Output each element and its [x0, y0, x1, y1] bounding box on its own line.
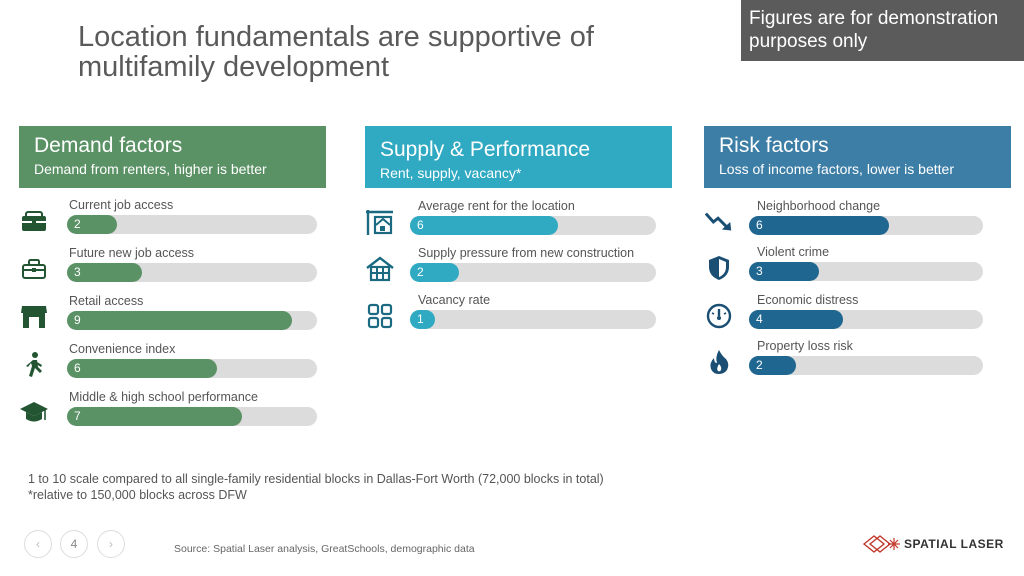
house-for-rent-icon: [365, 209, 395, 235]
risk-factor-row: Neighborhood change 6: [704, 199, 1011, 239]
risk-factor-label: Neighborhood change: [757, 199, 881, 213]
supply-score-bar: 2: [410, 263, 460, 282]
supply-panel-heading: Supply & Performance: [380, 138, 591, 161]
demand-score-bar: 7: [67, 407, 242, 426]
risk-factor-label: Property loss risk: [757, 339, 853, 353]
demand-panel-header: Demand factors Demand from renters, high…: [19, 126, 326, 188]
briefcase-icon: [19, 208, 49, 234]
demand-panel-heading: Demand factors: [34, 134, 183, 157]
gauge-icon: [704, 303, 734, 329]
graduation-cap-icon: [19, 400, 49, 426]
scale-footnote-line2: *relative to 150,000 blocks across DFW: [28, 488, 247, 502]
supply-factor-label: Vacancy rate: [418, 293, 491, 307]
risk-factor-row: Property loss risk 2: [704, 339, 1011, 379]
demand-factor-row: Future new job access 3: [19, 246, 326, 286]
risk-score-value: 6: [756, 218, 763, 232]
risk-score-track: 6: [749, 216, 983, 235]
briefcase-outline-icon: [19, 256, 49, 282]
risk-score-track: 2: [749, 356, 983, 375]
demand-score-value: 3: [74, 265, 81, 279]
demand-factor-row: Current job access 2: [19, 198, 326, 238]
demand-factors-panel: Demand factors Demand from renters, high…: [19, 126, 326, 426]
prev-page-button[interactable]: ‹: [24, 530, 52, 558]
supply-performance-panel: Supply & Performance Rent, supply, vacan…: [365, 126, 672, 329]
risk-score-bar: 3: [749, 262, 820, 281]
demand-score-track: 3: [67, 263, 317, 282]
store-icon: [19, 304, 49, 330]
logo-text: SPATIAL LASER: [904, 537, 1004, 551]
slide-title: Location fundamentals are supportive of …: [78, 21, 594, 83]
shield-icon: [704, 255, 734, 281]
spatial-laser-logo: SPATIAL LASER: [862, 533, 1004, 555]
risk-panel-header: Risk factors Loss of income factors, low…: [704, 126, 1011, 188]
demand-score-track: 6: [67, 359, 317, 378]
supply-panel-header: Supply & Performance Rent, supply, vacan…: [365, 126, 672, 188]
risk-panel-subheading: Loss of income factors, lower is better: [719, 161, 954, 177]
demand-factor-row: Retail access 9: [19, 294, 326, 334]
risk-factor-row: Economic distress 4: [704, 293, 1011, 333]
risk-score-bar: 2: [749, 356, 796, 375]
risk-score-value: 2: [756, 358, 763, 372]
demand-factor-label: Middle & high school performance: [69, 390, 258, 404]
demand-score-bar: 6: [67, 359, 217, 378]
demand-factor-label: Future new job access: [69, 246, 195, 260]
supply-score-value: 2: [417, 265, 424, 279]
demand-score-track: 2: [67, 215, 317, 234]
page-number: 4: [60, 530, 88, 558]
trend-down-icon: [704, 209, 734, 235]
supply-score-bar: 6: [410, 216, 558, 235]
supply-factor-label: Average rent for the location: [418, 199, 575, 213]
scale-footnote-line1: 1 to 10 scale compared to all single-fam…: [28, 472, 604, 486]
supply-factor-row: Supply pressure from new construction 2: [365, 246, 672, 286]
demand-factor-row: Convenience index 6: [19, 342, 326, 382]
laser-logo-icon: [862, 535, 900, 553]
demand-score-value: 2: [74, 217, 81, 231]
risk-score-track: 3: [749, 262, 983, 281]
risk-factor-label: Economic distress: [757, 293, 859, 307]
risk-score-value: 4: [756, 312, 763, 326]
demand-score-track: 9: [67, 311, 317, 330]
demand-panel-subheading: Demand from renters, higher is better: [34, 161, 267, 177]
walking-person-icon: [19, 352, 49, 378]
supply-factor-label: Supply pressure from new construction: [418, 246, 635, 260]
risk-score-track: 4: [749, 310, 983, 329]
risk-factor-row: Violent crime 3: [704, 245, 1011, 285]
demand-factor-label: Current job access: [69, 198, 174, 212]
supply-factor-row: Vacancy rate 1: [365, 293, 672, 333]
source-note: Source: Spatial Laser analysis, GreatSch…: [174, 543, 475, 555]
risk-factors-panel: Risk factors Loss of income factors, low…: [704, 126, 1011, 375]
demand-factor-label: Convenience index: [69, 342, 176, 356]
disclaimer-box: Figures are for demonstration purposes o…: [741, 0, 1024, 61]
supply-score-value: 6: [417, 218, 424, 232]
supply-score-value: 1: [417, 312, 424, 326]
demand-score-value: 6: [74, 361, 81, 375]
risk-factor-label: Violent crime: [757, 245, 830, 259]
grid-icon: [365, 303, 395, 329]
risk-score-bar: 6: [749, 216, 890, 235]
supply-score-track: 2: [410, 263, 656, 282]
scale-footnote: 1 to 10 scale compared to all single-fam…: [28, 471, 604, 503]
demand-score-track: 7: [67, 407, 317, 426]
demand-factor-row: Middle & high school performance 7: [19, 390, 326, 430]
risk-score-value: 3: [756, 264, 763, 278]
flame-icon: [704, 349, 734, 375]
demand-factor-label: Retail access: [69, 294, 144, 308]
demand-score-value: 7: [74, 409, 81, 423]
supply-score-track: 1: [410, 310, 656, 329]
next-page-button[interactable]: ›: [97, 530, 125, 558]
supply-score-bar: 1: [410, 310, 435, 329]
risk-panel-heading: Risk factors: [719, 134, 829, 157]
house-frame-icon: [365, 256, 395, 282]
demand-score-bar: 2: [67, 215, 117, 234]
demand-score-value: 9: [74, 313, 81, 327]
supply-score-track: 6: [410, 216, 656, 235]
supply-panel-subheading: Rent, supply, vacancy*: [380, 165, 522, 181]
supply-factor-row: Average rent for the location 6: [365, 199, 672, 239]
demand-score-bar: 3: [67, 263, 142, 282]
risk-score-bar: 4: [749, 310, 843, 329]
demand-score-bar: 9: [67, 311, 292, 330]
